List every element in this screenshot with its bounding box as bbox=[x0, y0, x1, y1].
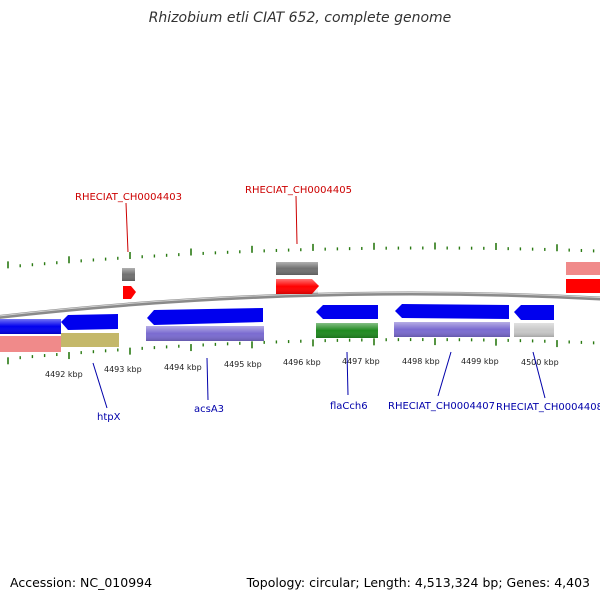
accession-text: Accession: NC_010994 bbox=[10, 575, 153, 590]
reverse-features bbox=[0, 304, 554, 352]
axis-tick-labels: 4492 kbp 4493 kbp 4494 kbp 4495 kbp 4496 kbp… bbox=[45, 357, 559, 379]
genome-backbone bbox=[0, 291, 600, 319]
genome-summary-text: Topology: circular; Length: 4,513,324 bp… bbox=[246, 575, 590, 590]
genome-title: Rhizobium etli CIAT 652, complete genome bbox=[148, 10, 452, 26]
label-rheciat-ch0004407[interactable]: RHECIAT_CH0004407 bbox=[388, 401, 495, 412]
label-acsa3[interactable]: acsA3 bbox=[194, 404, 224, 415]
label-flacch6[interactable]: flaCch6 bbox=[330, 401, 368, 412]
label-htpx[interactable]: htpX bbox=[97, 412, 121, 423]
axis-tick-label: 4498 kbp bbox=[402, 357, 440, 366]
cds-right-edge[interactable] bbox=[566, 279, 600, 293]
cds-acsa3[interactable] bbox=[147, 308, 263, 325]
axis-tick-label: 4495 kbp bbox=[224, 360, 262, 369]
lower-tick-row bbox=[7, 338, 595, 365]
cds-rheciat-ch0004408[interactable] bbox=[514, 305, 554, 320]
axis-tick-label: 4497 kbp bbox=[342, 357, 380, 366]
feature-labels: RHECIAT_CH0004403 RHECIAT_CH0004405 htpX… bbox=[75, 185, 600, 423]
gene-right-edge[interactable] bbox=[566, 262, 600, 275]
label-rheciat-ch0004405[interactable]: RHECIAT_CH0004405 bbox=[245, 185, 352, 196]
axis-tick-label: 4492 kbp bbox=[45, 370, 83, 379]
upper-tick-row bbox=[7, 242, 595, 269]
axis-tick-label: 4494 kbp bbox=[164, 363, 202, 372]
genome-backbone-highlight bbox=[0, 292, 600, 317]
label-rheciat-ch0004403[interactable]: RHECIAT_CH0004403 bbox=[75, 192, 182, 203]
axis-tick-label: 4499 kbp bbox=[461, 357, 499, 366]
axis-tick-label: 4496 kbp bbox=[283, 358, 321, 367]
cds-htpx[interactable] bbox=[61, 314, 118, 330]
forward-features bbox=[122, 262, 600, 299]
axis-tick-label: 4493 kbp bbox=[104, 365, 142, 374]
cds-rheciat-ch0004407[interactable] bbox=[395, 304, 509, 319]
misc-feature-olive[interactable] bbox=[61, 333, 119, 347]
cds-flacch6[interactable] bbox=[316, 305, 378, 319]
axis-tick-label: 4500 kbp bbox=[521, 358, 559, 367]
leader-lines bbox=[92, 195, 546, 409]
label-rheciat-ch0004408[interactable]: RHECIAT_CH0004408 bbox=[496, 402, 600, 413]
cds-rheciat-ch0004403[interactable] bbox=[123, 286, 136, 299]
misc-feature-pink[interactable] bbox=[0, 336, 61, 352]
